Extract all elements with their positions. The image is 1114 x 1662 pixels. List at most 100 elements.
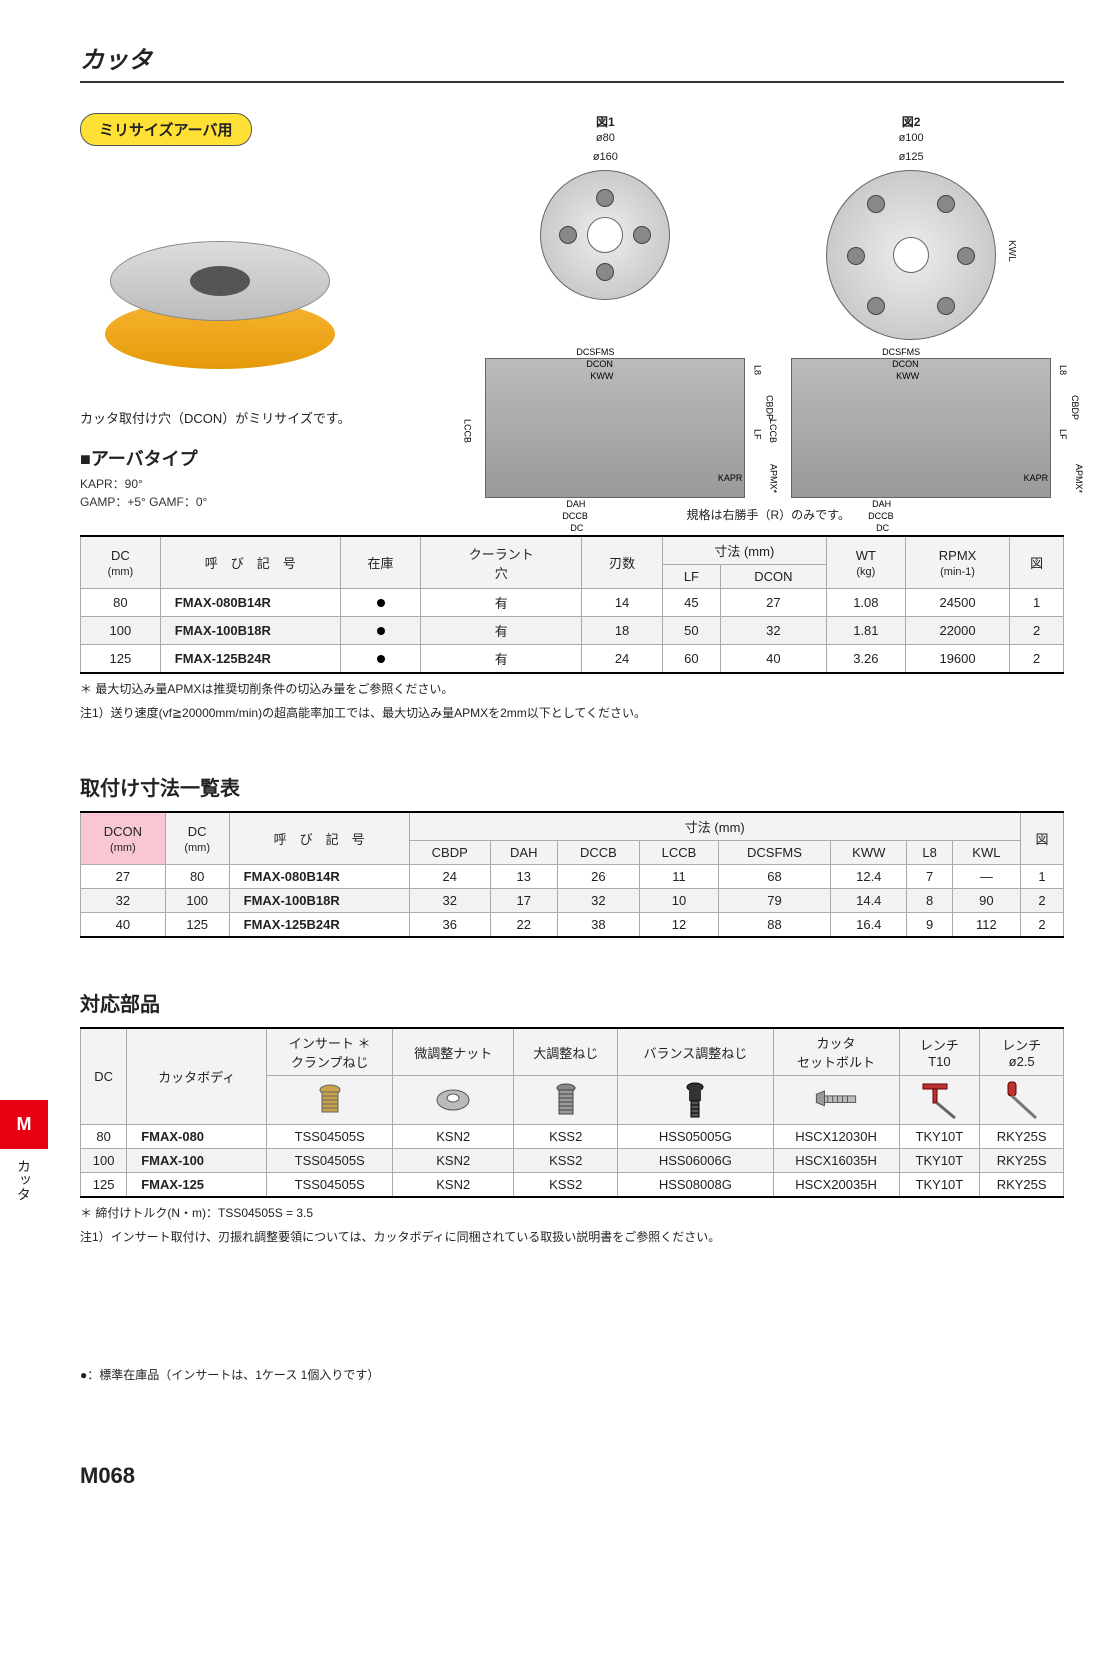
dim-apmx-2: APMX* [1074, 464, 1084, 493]
table-row: 80 FMAX-080 TSS04505S KSN2 KSS2 HSS05005… [81, 1125, 1064, 1149]
th-dcon: DCON [754, 569, 792, 584]
page-number: M068 [80, 1463, 1064, 1489]
th3-w1: レンチ [920, 1038, 959, 1053]
th3-micro: 微調整ナット [414, 1046, 492, 1061]
size-badge: ミリサイズアーバ用 [80, 113, 252, 146]
top-section: ミリサイズアーバ用 カッタ取付け穴（DCON）がミリサイズです。 ■アーバタイプ… [80, 113, 1064, 523]
th2-designation: 呼 び 記 号 [274, 832, 365, 847]
dim-lf: LF [752, 429, 762, 440]
table-row: 100 FMAX-100B18R 有 18 50 32 1.81 22000 2 [81, 617, 1064, 645]
dim-kww-2: KWW [896, 371, 919, 381]
stock-legend: ●：標準在庫品（インサートは、1ケース 1個入りです） [80, 1366, 1064, 1383]
th3-setbolt2: セットボルト [797, 1055, 875, 1070]
table-row: 125 FMAX-125B24R 有 24 60 40 3.26 19600 2 [81, 645, 1064, 674]
th2-kwl: KWL [952, 841, 1020, 865]
fig1-sub1: ø80 [540, 132, 670, 145]
dim-dccb-2: DCCB [868, 511, 894, 521]
wrench-25-icon [999, 1080, 1045, 1120]
th2-dims: 寸法 (mm) [685, 820, 745, 835]
table-row: 40 125 FMAX-125B24R 36 22 38 12 88 16.4 … [81, 913, 1064, 938]
large-screw-icon [543, 1080, 589, 1120]
dim-dah: DAH [566, 499, 585, 509]
dim-kww: KWW [590, 371, 613, 381]
fig2-diagram [826, 170, 996, 340]
fig1-sub2: ø160 [540, 151, 670, 164]
th3-balance: バランス調整ねじ [643, 1046, 747, 1061]
mounting-heading: 取付け寸法一覧表 [80, 772, 1064, 801]
th-fig: 図 [1030, 556, 1043, 571]
cross-section-2: DCSFMS DCON KWW L8 CBDP LF KAPR LCCB DAH… [791, 358, 1051, 498]
clamp-screw-icon [307, 1080, 353, 1120]
th3-clamp: インサート [289, 1036, 354, 1051]
dim-kapr-2: KAPR [1024, 473, 1049, 483]
th2-dah: DAH [490, 841, 557, 865]
dim-dccb: DCCB [562, 511, 588, 521]
th-lf: LF [684, 569, 699, 584]
dim-cbdp-2: CBDP [1070, 395, 1080, 420]
th3-w1b: T10 [928, 1054, 950, 1069]
th2-l8: L8 [907, 841, 952, 865]
th-wt-unit: (kg) [856, 566, 875, 578]
mounting-dim-table: DCON(mm) DC(mm) 呼 び 記 号 寸法 (mm) 図 CBDP D… [80, 811, 1064, 938]
dim-lccb-2: LCCB [768, 419, 778, 443]
micro-nut-icon [430, 1080, 476, 1120]
dim-kapr: KAPR [718, 473, 743, 483]
th2-lccb: LCCB [640, 841, 719, 865]
table3-note2: 注1）インサート取付け、刃振れ調整要領については、カッタボディに同梱されている取… [80, 1228, 1064, 1246]
spec-handedness-note: 規格は右勝手（R）のみです。 [473, 506, 1064, 523]
dim-dcsfms: DCSFMS [576, 347, 614, 357]
th2-dc-unit: (mm) [184, 842, 210, 854]
th3-large: 大調整ねじ [533, 1046, 598, 1061]
th3-w2: レンチ [1002, 1038, 1041, 1053]
dim-apmx: APMX* [768, 464, 778, 493]
product-caption: カッタ取付け穴（DCON）がミリサイズです。 [80, 408, 443, 427]
th2-dcon-unit: (mm) [110, 842, 136, 854]
th3-setbolt: カッタ [817, 1036, 856, 1051]
table1-note2: 注1）送り速度(vf≧20000mm/min)の超高能率加工では、最大切込み量A… [80, 704, 1064, 722]
dim-kwl: KWL [1006, 240, 1017, 262]
th3-w2b: ø2.5 [1009, 1054, 1035, 1069]
dim-dc-2: DC [876, 523, 889, 533]
th2-dcsfms: DCSFMS [718, 841, 830, 865]
th2-dc: DC [188, 824, 207, 839]
th-dims: 寸法 (mm) [714, 544, 774, 559]
table-row: 100 FMAX-100 TSS04505S KSN2 KSS2 HSS0600… [81, 1149, 1064, 1173]
th-coolant2: 穴 [495, 566, 508, 581]
table-row: 125 FMAX-125 TSS04505S KSN2 KSS2 HSS0800… [81, 1173, 1064, 1198]
cross-section-1: DCSFMS DCON KWW L8 CBDP LF KAPR LCCB DAH… [485, 358, 745, 498]
th-coolant: クーラント [469, 547, 534, 562]
dim-dc: DC [570, 523, 583, 533]
th2-dcon: DCON [104, 824, 142, 839]
th-rpmx-unit: (min-1) [940, 566, 975, 578]
th-wt: WT [856, 548, 876, 563]
table-row: 80 FMAX-080B14R 有 14 45 27 1.08 24500 1 [81, 589, 1064, 617]
spec-kapr: KAPR：90° [80, 475, 443, 493]
table3-note1: ＊ 締付けトルク(N・m)：TSS04505S = 3.5 [80, 1204, 1064, 1222]
table1-note1: ＊ 最大切込み量APMXは推奨切削条件の切込み量をご参照ください。 [80, 680, 1064, 698]
spec-gamp: GAMP：+5° GAMF：0° [80, 493, 443, 511]
fig2-label: 図2 [826, 113, 996, 130]
table-row: 32 100 FMAX-100B18R 32 17 32 10 79 14.4 … [81, 889, 1064, 913]
th3-clamp-mark: ＊ [357, 1036, 370, 1051]
fig1-label: 図1 [540, 113, 670, 130]
dim-l8-2: L8 [1058, 365, 1068, 375]
fig2-sub1: ø100 [826, 132, 996, 145]
fig1-diagram [540, 170, 670, 300]
top-view-diagrams: 図1 ø80 ø160 図2 ø100 ø125 [473, 113, 1064, 340]
th-rpmx: RPMX [939, 548, 977, 563]
dim-lf-2: LF [1058, 429, 1068, 440]
parts-heading: 対応部品 [80, 988, 1064, 1017]
side-tab-category: カッタ [0, 1149, 48, 1211]
main-spec-table: DC(mm) 呼 び 記 号 在庫 クーラント穴 刃数 寸法 (mm) WT(k… [80, 535, 1064, 674]
parts-table: DC カッタボディ インサート ＊クランプねじ 微調整ナット 大調整ねじ バラン… [80, 1027, 1064, 1198]
cross-section-diagrams: DCSFMS DCON KWW L8 CBDP LF KAPR LCCB DAH… [473, 358, 1064, 498]
th2-dccb: DCCB [557, 841, 639, 865]
fig2-sub2: ø125 [826, 151, 996, 164]
th-dc-unit: (mm) [108, 566, 134, 578]
table-row: 27 80 FMAX-080B14R 24 13 26 11 68 12.4 7… [81, 865, 1064, 889]
th-stock: 在庫 [368, 556, 394, 571]
dim-dcon-2: DCON [892, 359, 919, 369]
side-tab: M カッタ [0, 1100, 48, 1211]
dim-dcon: DCON [586, 359, 613, 369]
dim-l8: L8 [752, 365, 762, 375]
